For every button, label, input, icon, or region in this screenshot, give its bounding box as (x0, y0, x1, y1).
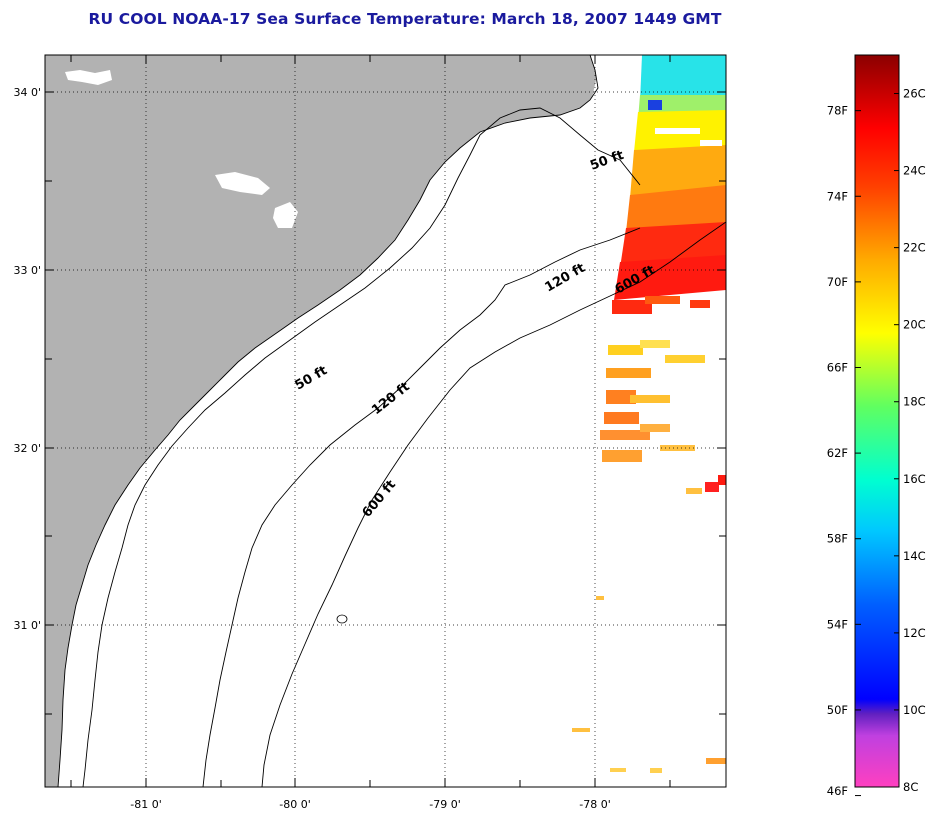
y-tick-label: 33 0' (13, 264, 41, 277)
lake-patch (215, 172, 270, 195)
seamount-contour (336, 614, 348, 624)
x-tick-label: -78 0' (579, 798, 611, 811)
island (592, 55, 640, 112)
sst-swath (572, 55, 726, 773)
coastline (57, 55, 599, 787)
x-tick-label: -80 0' (279, 798, 311, 811)
x-tick-label: -81 0' (130, 798, 162, 811)
graticule (45, 55, 726, 787)
contour-50ft (82, 107, 641, 787)
y-tick-label: 32 0' (13, 442, 41, 455)
x-tick-label: -79 0' (429, 798, 461, 811)
y-tick-label: 31 0' (13, 619, 41, 632)
contour-120ft (202, 227, 641, 787)
land-mass (45, 55, 598, 787)
lake-patch (65, 70, 112, 85)
map-frame (44, 54, 727, 788)
map-title: RU COOL NOAA-17 Sea Surface Temperature:… (88, 10, 722, 28)
contour-600ft (261, 221, 726, 787)
axis-ticks (45, 55, 726, 787)
lake-patch (273, 202, 298, 228)
y-tick-label: 34 0' (13, 86, 41, 99)
